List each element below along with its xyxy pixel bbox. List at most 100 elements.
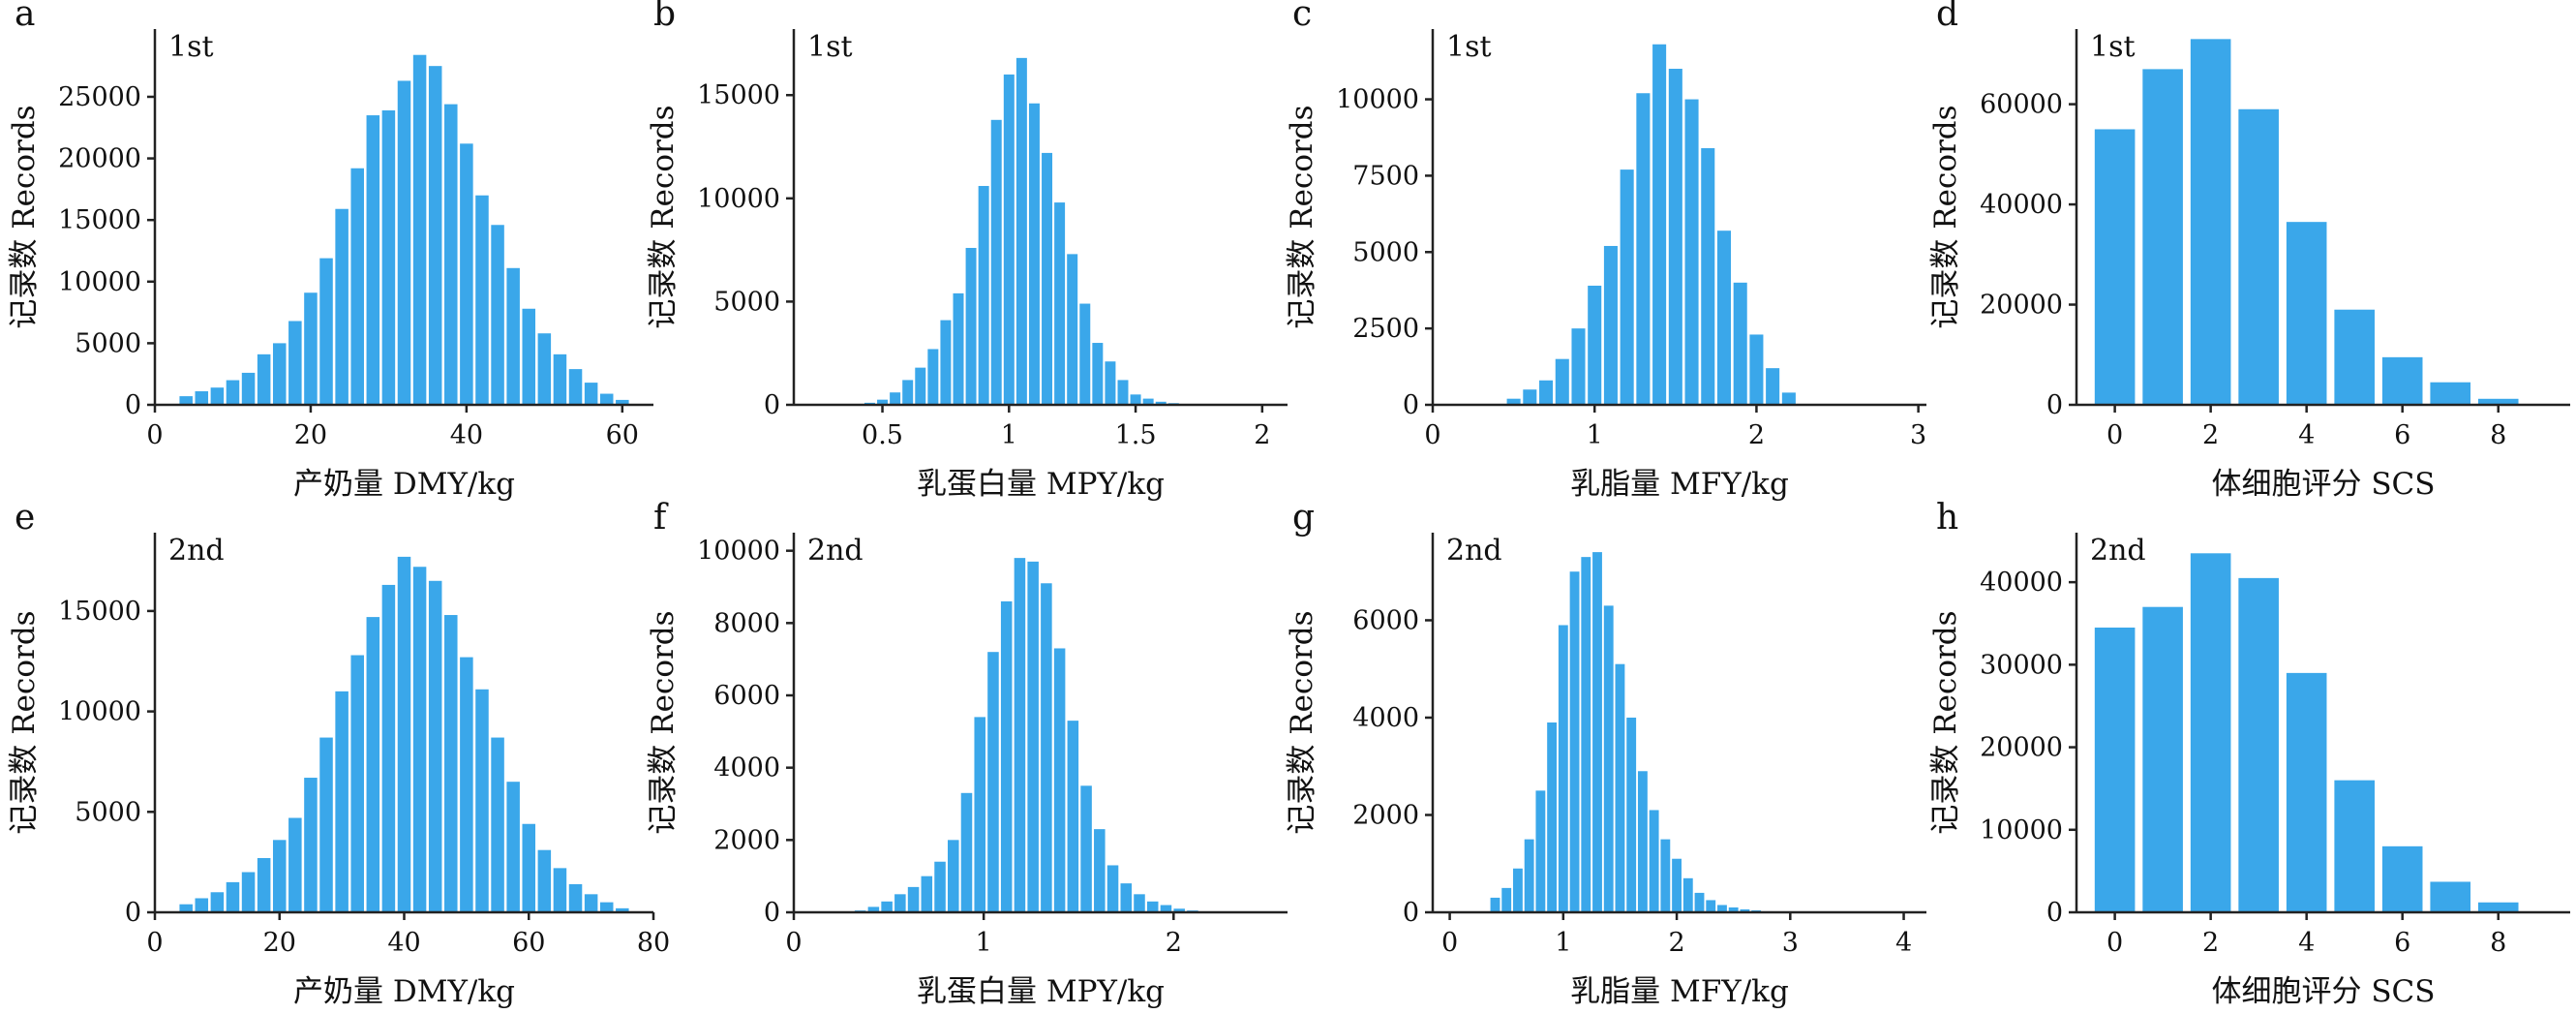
y-axis-label: 记录数 Records: [1928, 610, 1963, 834]
x-tick-label: 20: [263, 928, 296, 958]
parity-label: 1st: [168, 30, 214, 64]
x-tick-label: 60: [606, 420, 639, 450]
bar: [1117, 380, 1129, 405]
bar: [226, 881, 240, 912]
bar: [475, 195, 489, 405]
x-tick-label: 3: [1910, 420, 1926, 450]
y-tick-label: 40000: [1980, 568, 2063, 598]
bar: [1684, 99, 1699, 406]
bar: [2477, 902, 2519, 912]
bar: [2381, 845, 2423, 912]
bar: [553, 353, 567, 405]
x-axis-label: 产奶量 DMY/kg: [293, 974, 515, 1009]
panel-letter: h: [1936, 498, 1958, 538]
y-tick-label: 5000: [713, 287, 780, 317]
x-tick-label: 2: [1748, 420, 1765, 450]
x-tick-label: 2: [2202, 928, 2219, 958]
bar: [1105, 361, 1116, 405]
bar: [1733, 282, 1747, 405]
y-tick-label: 0: [2046, 898, 2063, 928]
panel-g: 0 1 2 3 4 0 2000 4000 6000 乳脂量 MFY/kg 记录数 Records g…: [1285, 498, 1926, 1009]
y-tick-label: 0: [125, 898, 141, 928]
bar: [2334, 780, 2375, 912]
bar: [1615, 663, 1625, 912]
y-tick-label: 4000: [1352, 703, 1419, 733]
bar: [1571, 328, 1586, 405]
bar: [1134, 894, 1145, 912]
bar: [894, 894, 906, 912]
bar: [412, 567, 427, 912]
bar: [2430, 382, 2471, 405]
panel-letter: e: [15, 498, 35, 538]
x-tick-label: 80: [637, 928, 670, 958]
y-axis-label: 记录数 Records: [1928, 105, 1963, 328]
bar: [940, 320, 952, 405]
x-tick-label: 1: [976, 928, 992, 958]
bar: [195, 391, 209, 405]
bar: [948, 840, 959, 912]
bar: [616, 907, 629, 912]
parity-label: 2nd: [1446, 534, 1502, 568]
bar: [1173, 908, 1185, 912]
bar: [1728, 906, 1739, 912]
bar: [1588, 285, 1602, 405]
x-axis-label: 产奶量 DMY/kg: [293, 467, 515, 502]
bar: [1660, 839, 1671, 912]
bar: [867, 906, 880, 912]
y-tick-label: 30000: [1980, 650, 2063, 680]
y-tick-label: 20000: [58, 144, 141, 174]
bar: [584, 383, 598, 405]
bar: [616, 399, 629, 405]
bar: [2142, 69, 2183, 405]
bar: [890, 392, 901, 405]
bar: [428, 580, 442, 912]
y-tick-label: 2000: [713, 825, 780, 855]
y-tick-label: 0: [764, 390, 780, 420]
bar: [953, 292, 964, 405]
bar: [257, 858, 271, 912]
y-tick-label: 0: [1403, 898, 1419, 928]
bar: [460, 657, 473, 912]
bar: [2142, 606, 2183, 912]
x-tick-label: 2: [2202, 420, 2219, 450]
x-tick-label: 60: [512, 928, 545, 958]
x-tick-label: 40: [450, 420, 483, 450]
y-tick-label: 4000: [713, 753, 780, 784]
bar: [2381, 356, 2423, 405]
bar: [2094, 129, 2136, 405]
bar: [288, 817, 302, 912]
bar: [1581, 557, 1591, 912]
bar: [921, 876, 933, 912]
y-axis-label: 记录数 Records: [7, 105, 42, 328]
bar: [1668, 69, 1682, 405]
bar: [1592, 552, 1602, 912]
bar: [1649, 810, 1659, 912]
bar: [1603, 245, 1618, 405]
bar: [1706, 900, 1716, 912]
bar: [1513, 868, 1523, 912]
x-tick-label: 8: [2490, 928, 2506, 958]
bar: [1749, 334, 1764, 405]
bar: [1569, 571, 1580, 912]
y-tick-label: 7500: [1352, 161, 1419, 191]
bar: [444, 104, 458, 405]
bar: [319, 737, 333, 912]
bar: [1042, 152, 1053, 405]
bar: [1535, 790, 1546, 912]
bar: [335, 691, 349, 912]
y-tick-label: 20000: [1980, 291, 2063, 321]
bar: [599, 902, 614, 912]
y-tick-label: 0: [764, 898, 780, 928]
bar: [1694, 892, 1705, 912]
bar: [568, 883, 583, 912]
x-tick-label: 20: [294, 420, 327, 450]
bar: [366, 115, 380, 406]
y-tick-label: 40000: [1980, 190, 2063, 220]
x-tick-label: 8: [2490, 420, 2506, 450]
bar: [1146, 901, 1159, 912]
x-tick-label: 6: [2394, 420, 2410, 450]
panel-f: 0 1 2 0 2000 4000 6000 8000 10000 乳蛋白量 MPY/kg 记录数 …: [646, 498, 1288, 1009]
bar: [974, 717, 985, 912]
y-axis-label: 记录数 Records: [646, 610, 681, 834]
